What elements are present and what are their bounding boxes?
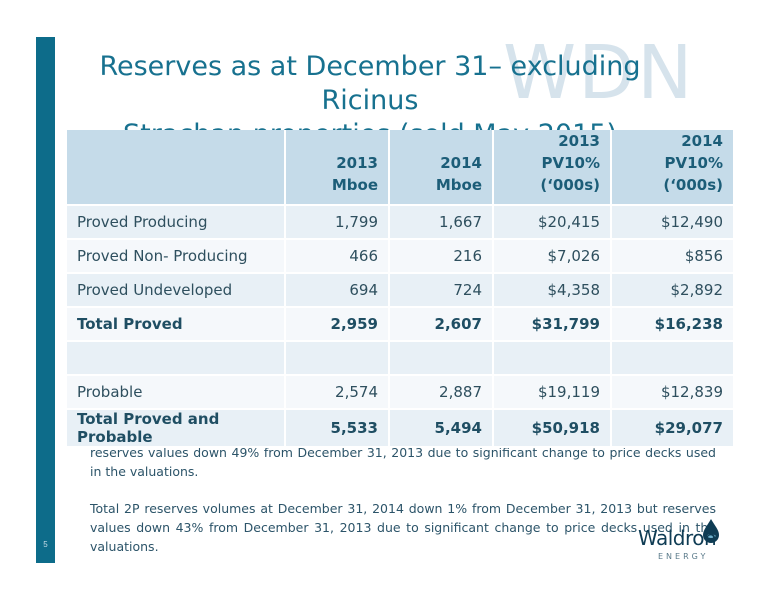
water-drop-icon: [703, 519, 719, 543]
cell-2014-mboe: 1,667: [389, 205, 494, 240]
cell-2013-mboe: 694: [285, 273, 390, 308]
logo-subtitle: ENERGY: [658, 552, 709, 561]
cell-2013-mboe: 2,574: [285, 375, 390, 410]
row-label: Total Proved: [67, 307, 286, 342]
table-row: Proved Producing 1,799 1,667 $20,415 $12…: [67, 205, 735, 240]
cell-2013-pv10: $7,026: [493, 239, 612, 274]
row-label: Probable: [67, 375, 286, 410]
cell-2013-mboe: [285, 341, 390, 376]
cell-2013-pv10: $4,358: [493, 273, 612, 308]
row-label: Proved Non- Producing: [67, 239, 286, 274]
cell-2014-mboe: 724: [389, 273, 494, 308]
cell-2014-mboe: 5,494: [389, 409, 494, 448]
cell-2014-mboe: 2,607: [389, 307, 494, 342]
cell-2014-pv10: [611, 341, 735, 376]
note-total-2p: Total 2P reserves volumes at December 31…: [90, 501, 716, 554]
header-2013-pv10: 2013 PV10% (‘000s): [493, 130, 612, 206]
table-row: Proved Non- Producing 466 216 $7,026 $85…: [67, 239, 735, 274]
row-label: Total Proved and Probable: [67, 409, 286, 448]
cell-2014-mboe: [389, 341, 494, 376]
table-row-empty: [67, 341, 735, 376]
cell-2013-mboe: 5,533: [285, 409, 390, 448]
cell-2014-pv10: $12,490: [611, 205, 735, 240]
row-label: Proved Producing: [67, 205, 286, 240]
cell-2013-pv10: $31,799: [493, 307, 612, 342]
cell-2013-mboe: 2,959: [285, 307, 390, 342]
cell-2014-pv10: $29,077: [611, 409, 735, 448]
cell-2014-mboe: 2,887: [389, 375, 494, 410]
header-2014-pv10-line2: (‘000s): [663, 176, 723, 194]
row-label: Proved Undeveloped: [67, 273, 286, 308]
cell-2013-pv10: $20,415: [493, 205, 612, 240]
cell-2013-mboe: 1,799: [285, 205, 390, 240]
slide-title-line1: Reserves as at December 31– excluding Ri…: [99, 51, 641, 116]
table-row: Probable 2,574 2,887 $19,119 $12,839: [67, 375, 735, 410]
side-accent-bar: [36, 37, 55, 563]
table-row-total-proved-probable: Total Proved and Probable 5,533 5,494 $5…: [67, 409, 735, 448]
header-2013-mboe: 2013 Mboe: [285, 130, 390, 206]
cell-2014-mboe: 216: [389, 239, 494, 274]
company-logo: Waldron ENERGY: [638, 518, 734, 566]
table-header-row: 2013 Mboe 2014 Mboe 2013 PV10% (‘000s) 2…: [67, 130, 735, 206]
header-2014-pv10: 2014 PV10% (‘000s): [611, 130, 735, 206]
cell-2014-pv10: $2,892: [611, 273, 735, 308]
reserves-table: 2013 Mboe 2014 Mboe 2013 PV10% (‘000s) 2…: [67, 130, 735, 448]
header-2014-pv10-line1: 2014 PV10%: [664, 132, 723, 172]
header-2013-pv10-line1: 2013 PV10%: [541, 132, 600, 172]
logo-wordmark: Waldron: [638, 526, 717, 550]
slide-number: 5: [43, 540, 48, 549]
cell-2014-pv10: $12,839: [611, 375, 735, 410]
cell-2013-pv10: [493, 341, 612, 376]
cell-2014-pv10: $856: [611, 239, 735, 274]
header-2013-pv10-line2: (‘000s): [540, 176, 600, 194]
cell-2013-pv10: $19,119: [493, 375, 612, 410]
table-row-total-proved: Total Proved 2,959 2,607 $31,799 $16,238: [67, 307, 735, 342]
table-row: Proved Undeveloped 694 724 $4,358 $2,892: [67, 273, 735, 308]
watermark-text: WDN: [503, 30, 695, 116]
cell-2013-pv10: $50,918: [493, 409, 612, 448]
cell-2014-pv10: $16,238: [611, 307, 735, 342]
row-label: [67, 341, 286, 376]
header-category: [67, 130, 286, 206]
cell-2013-mboe: 466: [285, 239, 390, 274]
header-2014-mboe: 2014 Mboe: [389, 130, 494, 206]
